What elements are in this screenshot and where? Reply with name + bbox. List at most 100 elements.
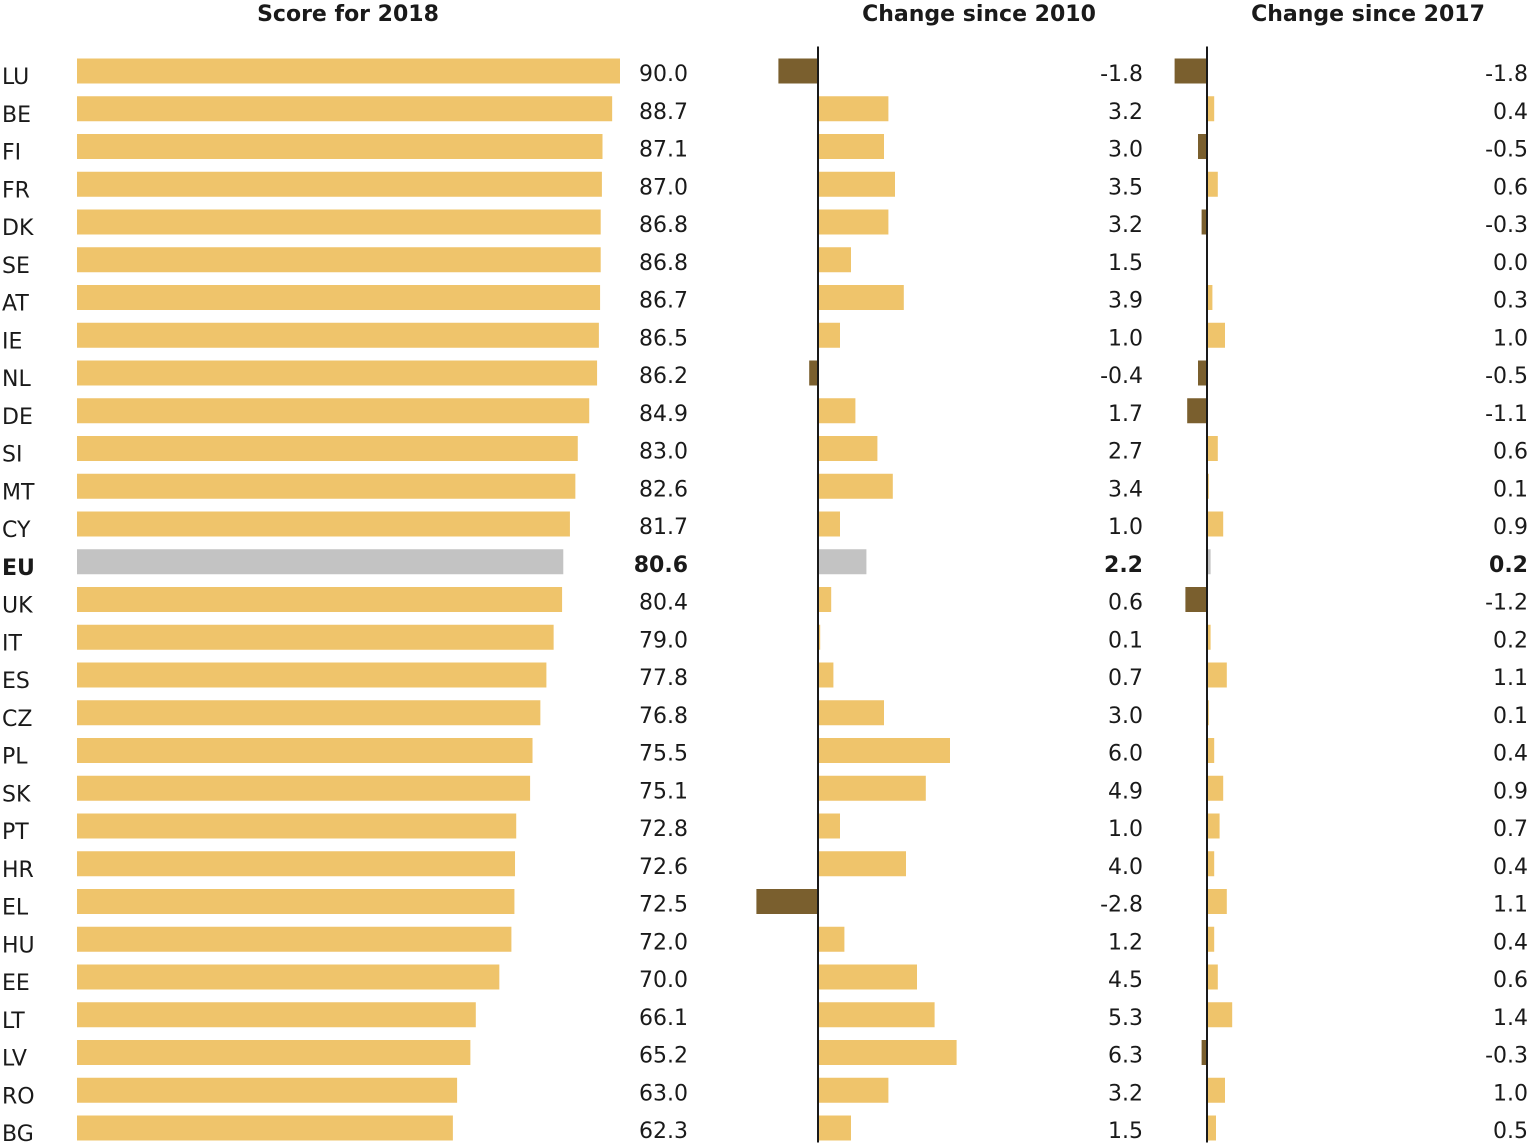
score-bar-el — [77, 889, 515, 914]
change2010-bar-fi — [818, 134, 884, 159]
change2010-value-lt: 5.3 — [1108, 1006, 1143, 1031]
country-label-uk: UK — [2, 594, 33, 619]
score-bar-si — [77, 436, 578, 461]
title-change-2017: Change since 2017 — [1251, 2, 1485, 27]
score-bar-uk — [77, 587, 563, 612]
change2010-bar-cz — [818, 700, 884, 726]
country-label-hr: HR — [2, 858, 34, 883]
country-label-pt: PT — [2, 820, 29, 845]
country-label-dk: DK — [2, 216, 34, 241]
country-label-eu: EU — [2, 556, 35, 581]
change2010-bar-pl — [818, 738, 950, 763]
score-value-lv: 65.2 — [639, 1044, 688, 1069]
score-value-el: 72.5 — [639, 893, 688, 918]
change2010-value-pl: 6.0 — [1108, 742, 1143, 767]
score-value-pt: 72.8 — [639, 817, 688, 842]
change2017-bar-nl — [1198, 360, 1207, 386]
change2010-bar-lu — [778, 58, 818, 84]
score-bar-fr — [77, 171, 602, 197]
change2010-bar-at — [818, 285, 904, 310]
change2017-value-ro: 1.0 — [1493, 1081, 1528, 1106]
change2010-value-hu: 1.2 — [1108, 930, 1143, 955]
change2017-value-ee: 0.6 — [1493, 968, 1528, 993]
change2010-value-cz: 3.0 — [1108, 704, 1143, 729]
score-value-de: 84.9 — [639, 402, 688, 427]
change2017-bar-at — [1207, 285, 1213, 310]
change2017-value-mt: 0.1 — [1493, 477, 1528, 502]
change2017-bar-lv — [1201, 1040, 1207, 1065]
country-label-hu: HU — [2, 933, 35, 958]
change2017-value-fr: 0.6 — [1493, 175, 1528, 200]
country-label-it: IT — [2, 631, 22, 656]
change2010-value-sk: 4.9 — [1108, 779, 1143, 804]
country-label-de: DE — [2, 405, 33, 430]
change2017-value-hr: 0.4 — [1493, 855, 1528, 880]
score-bar-de — [77, 398, 590, 424]
score-value-it: 79.0 — [639, 628, 688, 653]
country-label-se: SE — [2, 254, 30, 279]
change2010-value-at: 3.9 — [1108, 289, 1143, 314]
change2017-value-el: 1.1 — [1493, 893, 1528, 918]
score-bar-at — [77, 285, 601, 310]
change2010-value-pt: 1.0 — [1108, 817, 1143, 842]
change2010-value-lv: 6.3 — [1108, 1044, 1143, 1069]
change2017-value-se: 0.0 — [1493, 251, 1528, 276]
change2010-value-es: 0.7 — [1108, 666, 1143, 691]
score-value-fr: 87.0 — [639, 175, 688, 200]
change2010-bar-es — [818, 662, 834, 688]
score-value-cy: 81.7 — [639, 515, 688, 540]
country-label-es: ES — [2, 669, 30, 694]
score-value-dk: 86.8 — [639, 213, 688, 238]
change2010-value-uk: 0.6 — [1108, 591, 1143, 616]
change2017-value-bg: 0.5 — [1493, 1119, 1528, 1144]
change2010-bar-ro — [818, 1077, 889, 1103]
score-value-hr: 72.6 — [639, 855, 688, 880]
change2017-bar-bg — [1207, 1115, 1216, 1141]
score-value-eu: 80.6 — [634, 553, 688, 578]
change2010-value-de: 1.7 — [1108, 402, 1143, 427]
change2010-value-hr: 4.0 — [1108, 855, 1143, 880]
score-bar-sk — [77, 775, 531, 801]
change2017-bar-cy — [1207, 511, 1224, 537]
country-label-fi: FI — [2, 141, 21, 166]
change2010-bar-eu — [818, 549, 867, 575]
country-label-bg: BG — [2, 1122, 34, 1144]
change2017-value-sk: 0.9 — [1493, 779, 1528, 804]
score-bar-hr — [77, 851, 516, 877]
score-value-si: 83.0 — [639, 440, 688, 465]
score-bar-ro — [77, 1077, 458, 1103]
change2017-value-fi: -0.5 — [1485, 138, 1528, 163]
change2017-bar-ee — [1207, 964, 1218, 990]
change2010-value-ie: 1.0 — [1108, 326, 1143, 351]
score-value-ro: 63.0 — [639, 1081, 688, 1106]
score-bar-pt — [77, 813, 517, 839]
change2017-value-hu: 0.4 — [1493, 930, 1528, 955]
change2010-value-be: 3.2 — [1108, 100, 1143, 125]
score-value-nl: 86.2 — [639, 364, 688, 389]
score-bar-cy — [77, 511, 570, 537]
change2010-value-mt: 3.4 — [1108, 477, 1143, 502]
score-bar-fi — [77, 134, 603, 159]
score-value-mt: 82.6 — [639, 477, 688, 502]
change2017-value-lt: 1.4 — [1493, 1006, 1528, 1031]
score-bar-hu — [77, 926, 512, 952]
change2017-value-lu: -1.8 — [1485, 62, 1528, 87]
change2010-value-bg: 1.5 — [1108, 1119, 1143, 1144]
change2010-value-fi: 3.0 — [1108, 138, 1143, 163]
score-value-es: 77.8 — [639, 666, 688, 691]
country-label-fr: FR — [2, 178, 30, 203]
score-value-at: 86.7 — [639, 289, 688, 314]
score-value-lt: 66.1 — [639, 1006, 688, 1031]
change2010-bar-ee — [818, 964, 917, 990]
score-bar-lv — [77, 1040, 471, 1065]
change2010-bar-lt — [818, 1002, 935, 1028]
score-value-hu: 72.0 — [639, 930, 688, 955]
country-label-be: BE — [2, 103, 31, 128]
country-label-lv: LV — [2, 1047, 27, 1072]
score-value-ie: 86.5 — [639, 326, 688, 351]
change2010-value-nl: -0.4 — [1100, 364, 1143, 389]
change2010-value-ee: 4.5 — [1108, 968, 1143, 993]
change2017-bar-it — [1207, 624, 1211, 650]
change2017-value-it: 0.2 — [1493, 628, 1528, 653]
country-label-cy: CY — [2, 518, 31, 543]
